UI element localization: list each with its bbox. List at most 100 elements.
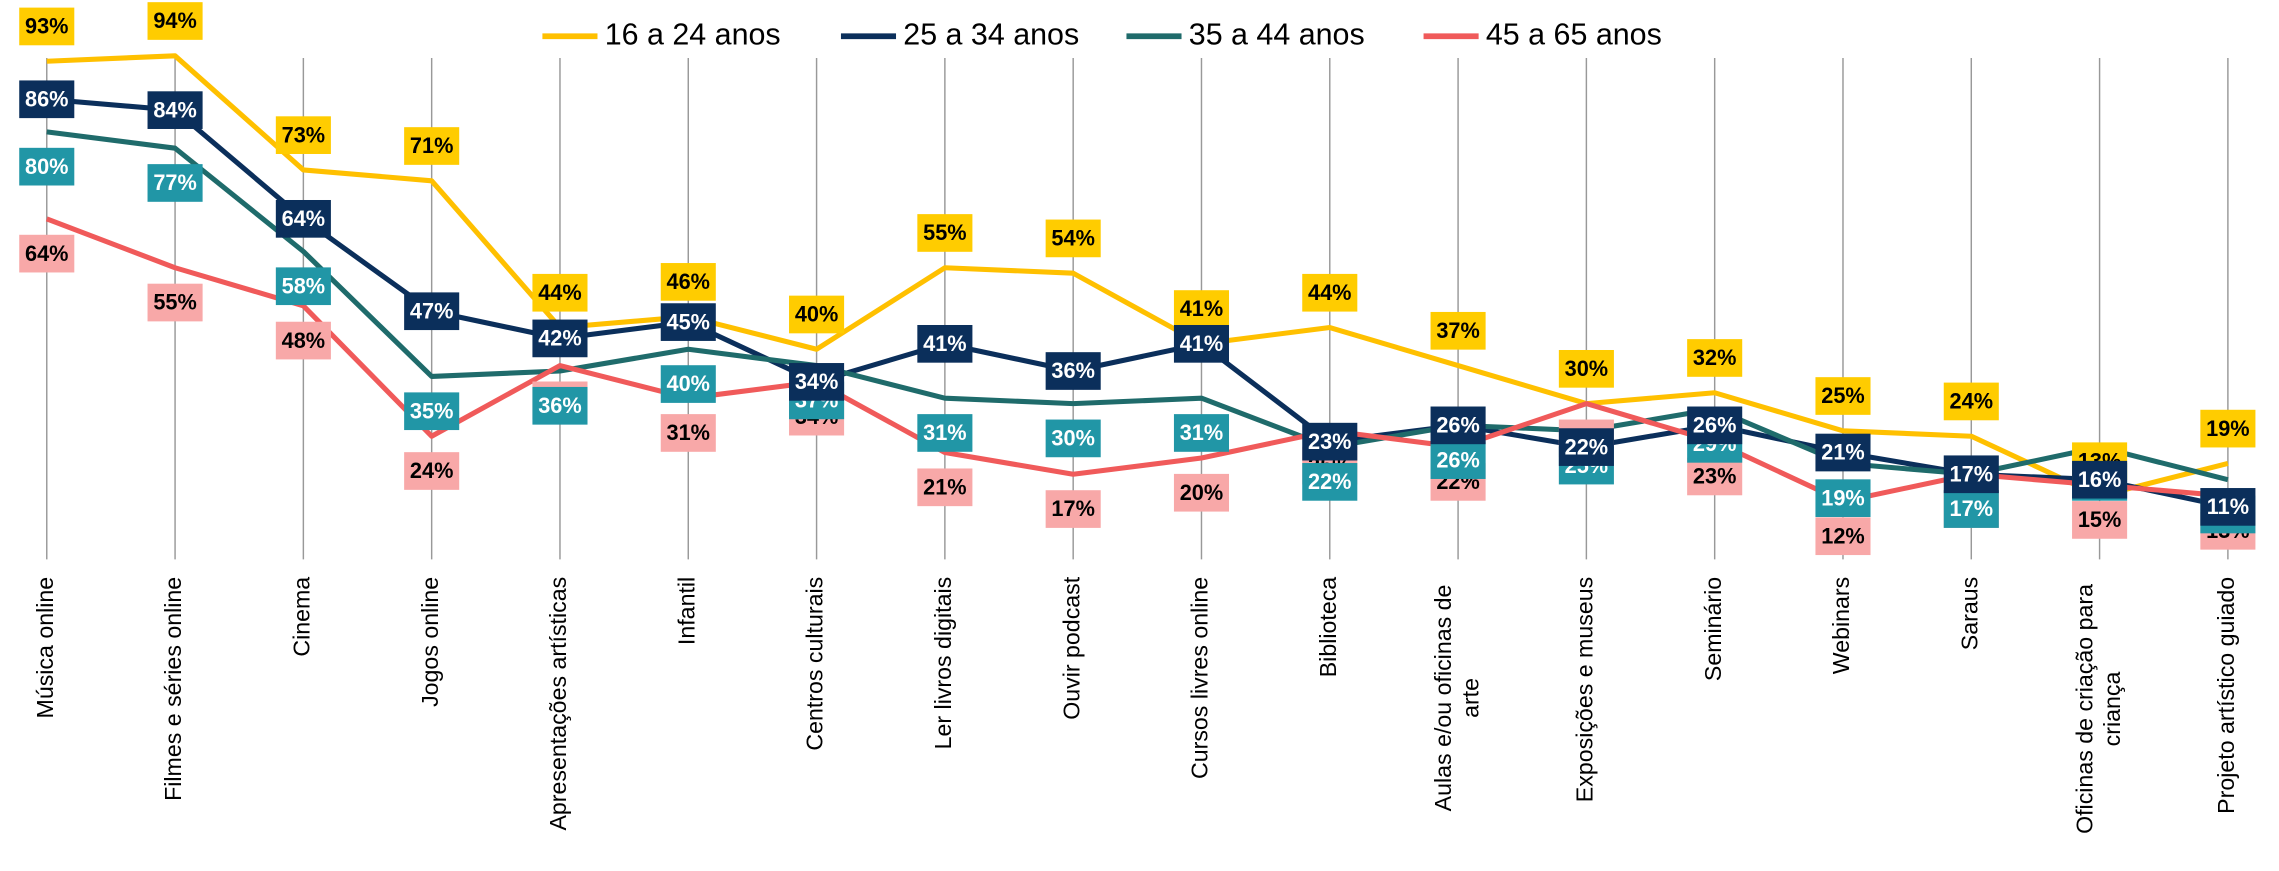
data-label-box <box>2200 409 2256 448</box>
series-line <box>45 216 2229 504</box>
data-label: 44% <box>1308 280 1351 305</box>
data-label-box <box>1815 517 1871 556</box>
x-tick-label-line: Aulas e/ou oficinas de <box>1430 585 1456 812</box>
data-label-box <box>532 273 588 312</box>
x-tick-label: Saraus <box>1956 577 1982 650</box>
data-label-box <box>917 468 973 507</box>
data-label-box <box>1045 352 1101 390</box>
data-label: 80% <box>25 154 68 179</box>
data-label: 30% <box>1565 356 1608 381</box>
series-line <box>46 53 2229 499</box>
data-label-box <box>1045 219 1101 258</box>
data-label: 19% <box>1821 485 1864 510</box>
data-label-box <box>404 452 460 490</box>
data-label-box <box>1173 414 1230 452</box>
data-label: 26% <box>1693 413 1736 438</box>
data-label-box <box>2072 501 2128 539</box>
data-label: 46% <box>667 269 710 294</box>
data-label-box <box>1943 490 1999 528</box>
data-label-box <box>1687 339 1743 377</box>
data-label: 17% <box>1051 496 1094 521</box>
data-label: 31% <box>923 420 966 445</box>
data-label-box <box>147 283 203 322</box>
data-label-box <box>19 234 75 273</box>
data-label: 54% <box>1051 226 1094 251</box>
data-label-box <box>1943 455 1999 494</box>
x-tick-label-line: Oficinas de criação para <box>2072 584 2098 834</box>
data-label: 55% <box>153 290 196 315</box>
data-label-box <box>1687 406 1743 445</box>
legend-label: 25 a 34 anos <box>903 17 1079 51</box>
data-label-box <box>147 2 203 40</box>
data-label: 34% <box>795 369 838 394</box>
data-label: 94% <box>153 8 196 33</box>
data-label-box <box>1943 382 1999 421</box>
data-label-box <box>1430 311 1486 350</box>
data-label: 36% <box>538 393 581 418</box>
data-label-box <box>1687 457 1743 496</box>
data-label: 86% <box>25 86 68 111</box>
data-label-box <box>404 127 460 165</box>
data-label-box <box>660 303 716 341</box>
data-label-box <box>660 365 716 403</box>
x-tick-label: Webinars <box>1828 577 1854 674</box>
data-label: 22% <box>1565 434 1608 459</box>
data-label: 23% <box>1693 464 1736 489</box>
data-label-box <box>2200 488 2256 526</box>
data-label: 12% <box>1821 523 1864 548</box>
data-label-box <box>789 295 845 334</box>
x-tick-label-line: criança <box>2099 672 2125 747</box>
data-label: 41% <box>923 331 966 356</box>
x-tick-label: Seminário <box>1700 577 1726 681</box>
data-label-box <box>19 80 75 119</box>
data-label-box <box>275 321 331 360</box>
data-label-box <box>1815 377 1871 415</box>
legend-label: 35 a 44 anos <box>1189 17 1365 51</box>
data-label: 17% <box>1950 496 1993 521</box>
data-label: 24% <box>1950 389 1993 414</box>
x-tick-label: Aulas e/ou oficinas dearte <box>1430 585 1484 812</box>
data-label: 23% <box>1308 429 1351 454</box>
data-label: 11% <box>2207 494 2249 519</box>
data-label: 41% <box>1180 331 1223 356</box>
data-label: 40% <box>795 302 838 327</box>
data-label-box <box>1815 433 1871 472</box>
data-label-box <box>19 147 75 186</box>
data-label: 31% <box>667 420 710 445</box>
data-label-box <box>917 214 973 252</box>
data-label-box <box>404 392 460 431</box>
data-label: 47% <box>410 298 453 323</box>
data-label-box <box>1173 324 1230 363</box>
data-label-box <box>275 116 331 154</box>
data-label: 64% <box>282 206 325 231</box>
data-label: 22% <box>1308 469 1351 494</box>
data-label: 71% <box>410 133 453 158</box>
data-label-box <box>2072 460 2128 499</box>
x-tick-label: Projeto artístico guiado <box>2213 577 2239 814</box>
legend-label: 16 a 24 anos <box>605 17 781 51</box>
x-tick-label: Exposições e museus <box>1572 577 1598 802</box>
data-label: 48% <box>282 328 325 353</box>
data-label: 19% <box>2206 416 2249 441</box>
data-label: 26% <box>1436 413 1479 438</box>
data-label-box <box>917 414 973 452</box>
x-tick-label: Jogos online <box>417 577 443 707</box>
data-label-box <box>789 363 845 401</box>
data-label-box <box>532 386 588 425</box>
data-label: 36% <box>1051 358 1094 383</box>
data-label: 32% <box>1693 345 1736 370</box>
data-label: 31% <box>1180 420 1223 445</box>
data-label-box <box>917 324 973 363</box>
data-label-box <box>1302 463 1358 501</box>
data-label-box <box>19 7 75 46</box>
data-label-box <box>1302 273 1358 312</box>
data-label-box <box>1045 419 1101 458</box>
data-label: 44% <box>538 280 581 305</box>
x-tick-label: Cursos livres online <box>1187 577 1213 779</box>
data-label-box <box>404 292 460 331</box>
data-label: 58% <box>282 273 325 298</box>
data-label-box <box>147 91 203 129</box>
data-label: 55% <box>923 220 966 245</box>
data-label: 15% <box>2078 507 2121 532</box>
